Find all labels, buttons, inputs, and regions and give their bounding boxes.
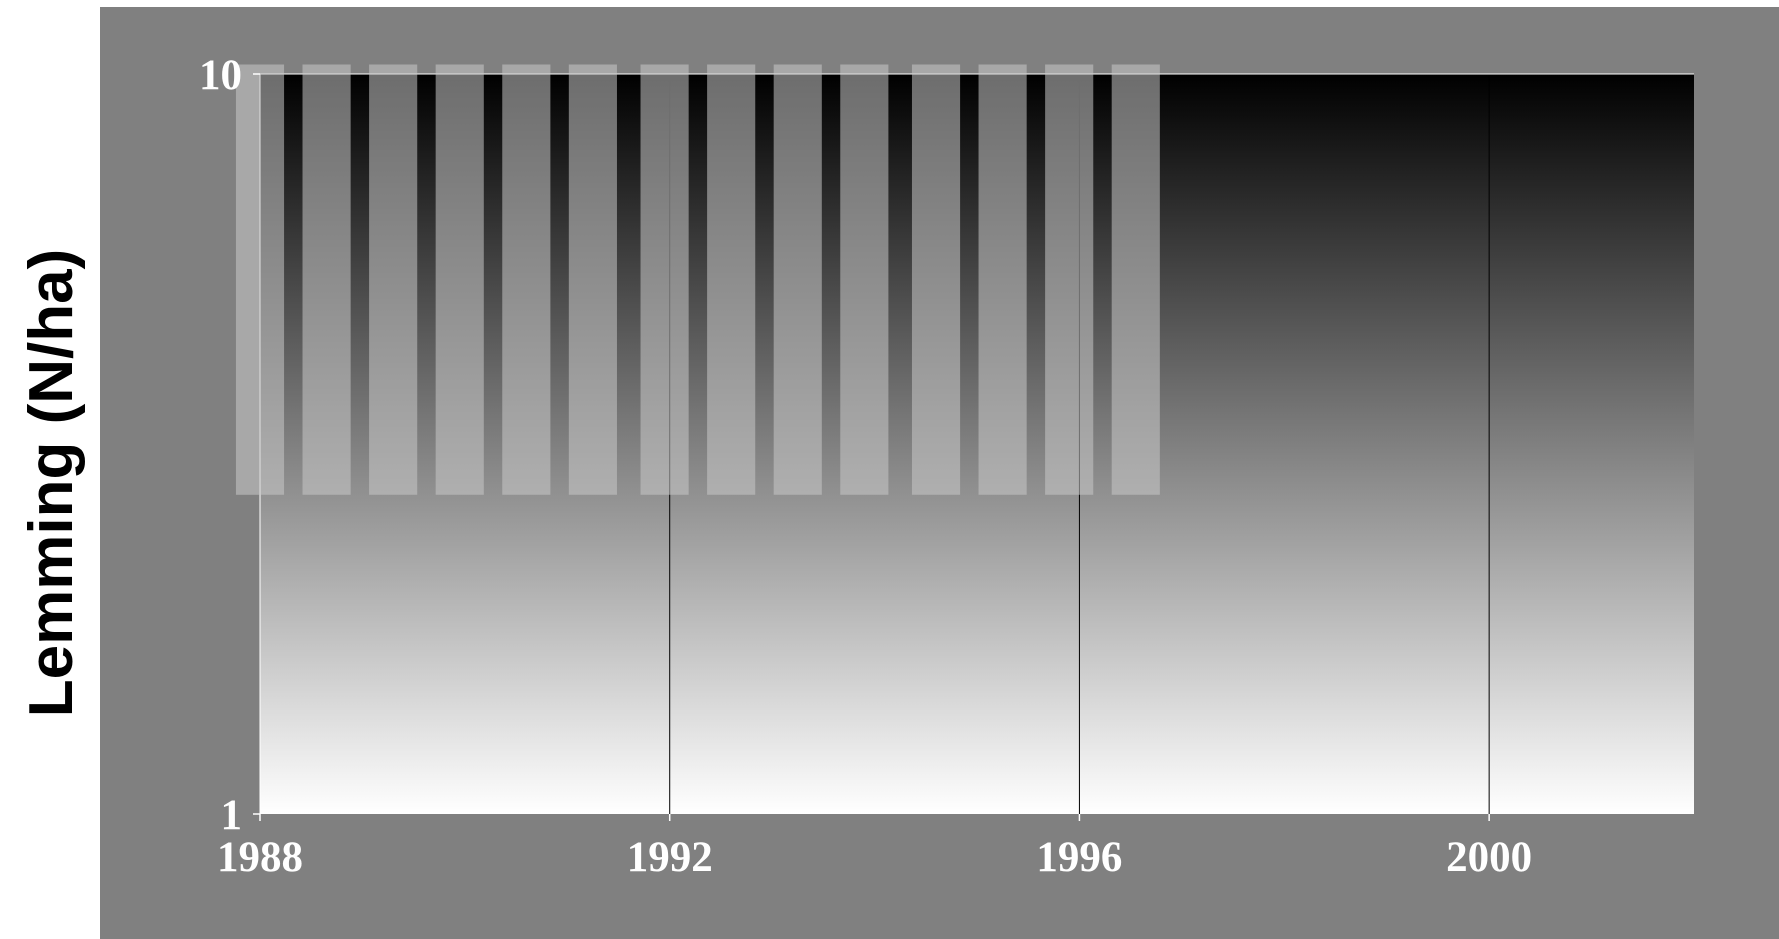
bar [235,64,285,495]
bar [369,64,418,495]
bar [707,64,756,495]
bar [773,64,822,495]
x-axis-ticks: 1988 1992 1996 2000 [217,814,1532,881]
plot-area [260,74,1694,814]
bar [502,64,551,495]
bar [640,64,689,495]
x-tick-label: 1996 [1036,834,1122,881]
x-tick-label: 2000 [1446,834,1532,881]
x-tick-label: 1992 [627,834,713,881]
bar-series [235,64,1160,495]
y-tick-label: 10 [199,52,242,99]
bar [302,64,351,495]
x-tick-label: 1988 [217,834,303,881]
bar [1111,64,1160,495]
y-axis-label: Lemming (N/ha) [17,249,86,717]
bar [840,64,889,495]
y-tick-label: 1 [221,792,243,839]
bar [435,64,484,495]
bar [911,64,961,495]
bar [1045,64,1094,495]
bar [568,64,617,495]
bar [978,64,1027,495]
y-axis-ticks: 1 10 [199,52,260,839]
